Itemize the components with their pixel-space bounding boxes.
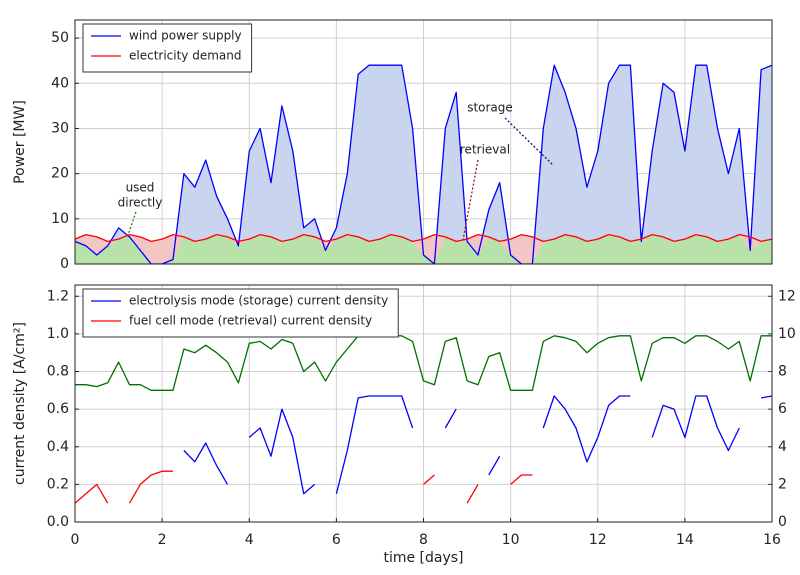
x-tick-label: 6 [332,532,341,548]
y2-tick-label: 12 [778,288,796,304]
annotation: used [126,181,155,195]
y-tick-label: 20 [51,166,69,182]
y-tick-label: 1.2 [47,288,69,304]
y2-tick-label: 2 [778,476,787,492]
legend-box [82,288,399,338]
legend: electrolysis mode (storage) current dens… [82,288,399,338]
y-tick-label: 0.4 [47,439,69,455]
annotation-arrow [126,211,137,239]
annotation: storage [467,101,513,115]
legend: wind power supply electricity demand [82,23,253,73]
area-fill [75,65,772,264]
y2-tick-label: 8 [778,364,787,380]
plot-area [75,64,772,264]
y-tick-label: 0.2 [47,476,69,492]
x-axis-label: time [days] [383,550,463,566]
legend-label: wind power supply [129,29,242,43]
y-tick-label: 30 [51,120,69,136]
line-series [75,64,772,264]
x-tick-label: 10 [502,532,520,548]
y-tick-label: 40 [51,75,69,91]
plot-frame [74,19,773,265]
x-tick-label: 16 [763,532,781,548]
x-tick-label: 8 [419,532,428,548]
panel: 0.0 0.2 0.4 0.6 0.8 1.0 1.2 0 2 4 6 8 10 12 14 16 0 2 4 6 8 1… [12,284,796,566]
y-tick-label: 0.6 [47,401,69,417]
y-tick-label: 0.0 [47,514,69,530]
line-series [183,395,772,495]
y-tick-label: 10 [51,211,69,227]
line-series [75,471,750,503]
y2-tick-label: 6 [778,401,787,417]
legend-label: electricity demand [129,49,242,63]
x-tick-label: 2 [158,532,167,548]
legend-label: electrolysis mode (storage) current dens… [129,294,388,308]
x-tick-label: 14 [676,532,694,548]
y-tick-label: 50 [51,30,69,46]
annotation-arrow [504,117,554,166]
plot-area [75,335,772,503]
annotation: directly [118,196,163,210]
panel: 0 10 20 30 40 50 Power [MW] wind power supply el… [12,19,773,272]
y-axis-label: Power [MW] [12,100,28,184]
y2-tick-label: 0 [778,514,787,530]
x-tick-label: 4 [245,532,254,548]
x-tick-label: 0 [71,532,80,548]
annotation-arrow [462,159,479,241]
y-axis-label: current density [A/cm²] [12,322,28,485]
y-tick-label: 1.0 [47,326,69,342]
y2-tick-label: 10 [778,326,796,342]
plot-frame [74,284,773,523]
line-series [75,335,772,391]
legend-box [82,23,253,73]
x-tick-label: 12 [589,532,607,548]
legend-label: fuel cell mode (retrieval) current densi… [129,314,372,328]
y2-tick-label: 4 [778,439,787,455]
y-tick-label: 0.8 [47,364,69,380]
annotation: retrieval [460,143,510,157]
area-fill [75,234,772,264]
line-series [75,233,772,243]
y-tick-label: 0 [60,256,69,272]
